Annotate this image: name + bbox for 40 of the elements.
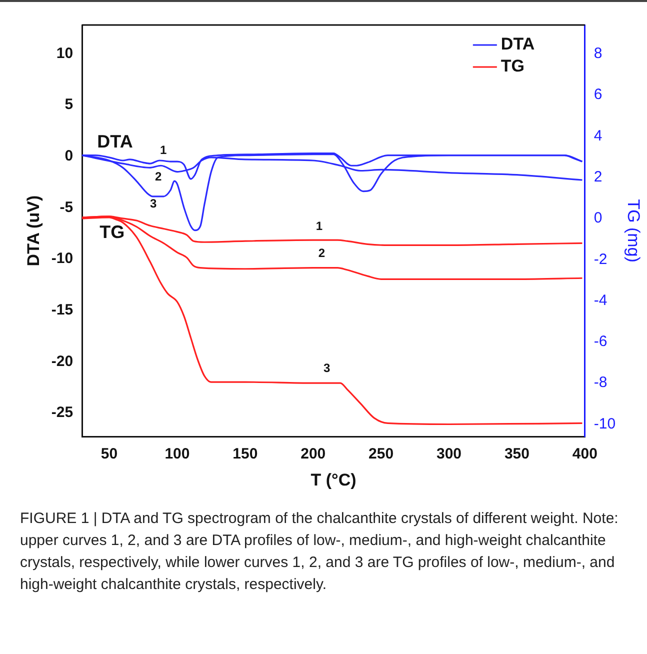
annotation: DTA: [97, 131, 133, 152]
y2-tick-label: -4: [594, 292, 608, 309]
y2-tick-label: 4: [594, 127, 602, 144]
y2-tick-label: 8: [594, 44, 602, 62]
x-tick-label: 100: [164, 446, 190, 463]
y2-axis-title: TG (mg): [624, 199, 644, 262]
y-tick-label: -15: [51, 301, 74, 318]
y-tick-label: 10: [56, 44, 74, 62]
annotation: 1: [160, 142, 168, 157]
y2-tick-label: 0: [594, 210, 602, 227]
y2-tick-label: 6: [594, 86, 602, 104]
x-axis-title: T (°C): [310, 470, 356, 490]
annotation: 3: [323, 361, 330, 375]
annotation: 3: [150, 196, 157, 210]
y-tick-label: -20: [51, 352, 74, 370]
y-tick-label: 0: [64, 148, 74, 165]
x-tick-label: 350: [504, 446, 530, 463]
y-tick-label: -10: [51, 250, 74, 268]
x-tick-label: 200: [300, 446, 326, 463]
x-tick-label: 250: [368, 446, 394, 463]
y2-tick-label: -10: [594, 415, 616, 432]
legend-label: TG: [500, 56, 525, 76]
y2-tick-label: -2: [594, 250, 608, 268]
x-tick-label: 400: [572, 446, 598, 463]
caption: FIGURE 1 | DTA and TG spectrogram of the chalcanthite crystals of different weight. Note: upper curves 1, 2, and 3 are DTA profiles of low-, medium-, and high-weight chalcanthite crystals, respectively, while lower curves 1, 2, and 3 are TG profiles of low-, medium-, and high-weight chalcanthite crystals, respectively.: [20, 509, 620, 595]
y2-tick-label: -6: [594, 333, 608, 350]
y-tick-label: -25: [51, 404, 74, 422]
y2-tick-label: -8: [594, 374, 608, 392]
annotation: TG: [100, 222, 125, 242]
x-tick-label: 50: [100, 446, 118, 463]
y-tick-label: -5: [60, 198, 74, 216]
y2-tick-label: 2: [594, 168, 602, 186]
annotation: 1: [316, 218, 323, 233]
annotation: 2: [154, 170, 162, 184]
y-axis-title: DTA (uV): [24, 195, 43, 266]
legend-label: DTA: [500, 34, 535, 54]
annotation: 2: [318, 246, 326, 260]
x-tick-label: 300: [436, 446, 462, 463]
y-tick-label: 5: [64, 96, 74, 114]
x-tick-label: 150: [232, 446, 258, 463]
